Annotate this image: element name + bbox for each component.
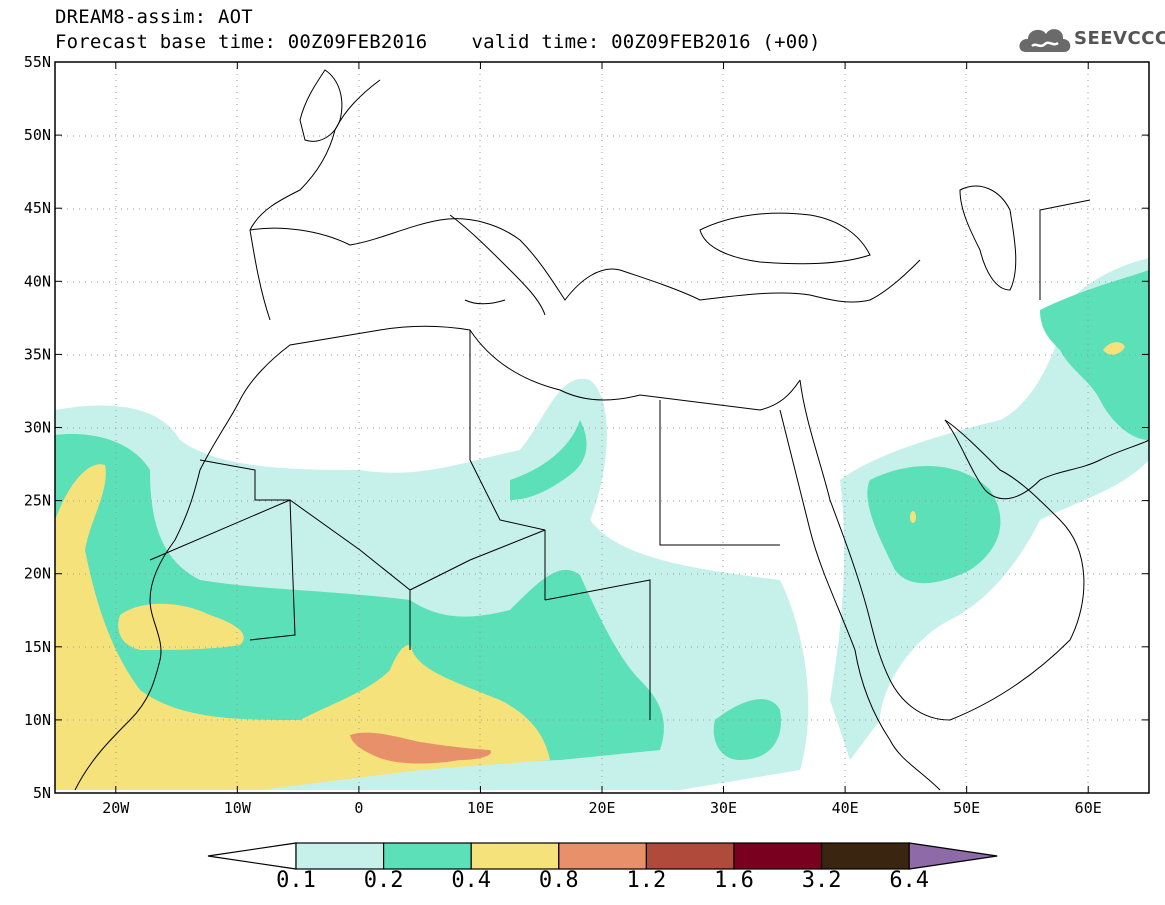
latitude-ticks: 55N 50N 45N 40N 35N 30N 25N 20N 15N 10N 5N — [24, 53, 1149, 802]
chart-title: DREAM8-assim: AOT — [55, 6, 253, 28]
lat-tick-label: 20N — [24, 565, 51, 583]
graticule — [55, 62, 1149, 793]
colorbar-swatch — [558, 842, 647, 870]
logo-text: SEEVCCC — [1074, 28, 1165, 49]
colorbar-level-label: 1.2 — [626, 868, 667, 893]
colorbar-max-arrow — [908, 842, 998, 870]
lat-tick-label: 40N — [24, 272, 51, 290]
lon-tick-label: 20W — [102, 799, 130, 817]
lat-tick-label: 10N — [24, 711, 51, 729]
colorbar-level-label: 0.8 — [538, 868, 579, 893]
valid-time: valid time: 00Z09FEB2016 (+00) — [471, 31, 821, 53]
base-time: Forecast base time: 00Z09FEB2016 — [55, 31, 428, 53]
seevccc-logo: SEEVCCC — [1018, 22, 1165, 58]
lat-tick-label: 5N — [33, 784, 51, 802]
lat-tick-label: 35N — [24, 345, 51, 363]
colorbar-level-label: 0.1 — [276, 868, 316, 893]
lat-tick-label: 45N — [24, 199, 51, 217]
colorbar-swatch — [295, 842, 385, 870]
lat-tick-label: 25N — [24, 492, 51, 510]
lon-tick-label: 10W — [224, 799, 252, 817]
lon-tick-label: 20E — [588, 799, 615, 817]
lon-tick-label: 30E — [710, 799, 737, 817]
cloud-icon — [1019, 29, 1071, 52]
lat-tick-label: 50N — [24, 126, 51, 144]
colorbar-swatch — [733, 842, 823, 870]
lon-tick-label: 10E — [467, 799, 494, 817]
colorbar-level-label: 0.2 — [363, 868, 404, 893]
lon-tick-label: 60E — [1075, 799, 1102, 817]
colorbar-level-label: 1.6 — [714, 868, 754, 893]
colorbar — [207, 842, 998, 870]
lat-tick-label: 15N — [24, 638, 51, 656]
lon-tick-label: 0 — [354, 799, 363, 817]
lat-tick-label: 55N — [24, 53, 51, 71]
lat-tick-label: 30N — [24, 419, 51, 437]
coastlines — [74, 69, 1149, 791]
colorbar-swatch — [470, 842, 560, 870]
colorbar-min-arrow — [207, 842, 297, 870]
lon-tick-label: 40E — [832, 799, 859, 817]
colorbar-swatch — [645, 842, 735, 870]
colorbar-swatch — [383, 842, 472, 870]
colorbar-level-label: 0.4 — [451, 868, 492, 893]
time-info: Forecast base time: 00Z09FEB2016 valid ti… — [55, 31, 821, 53]
colorbar-level-label: 3.2 — [801, 868, 842, 893]
colorbar-level-label: 6.4 — [889, 868, 930, 893]
colorbar-swatch — [820, 842, 910, 870]
aot-level-0.8 — [350, 732, 491, 764]
longitude-ticks: 20W 10W 0 10E 20E 30E 40E 50E 60E — [102, 62, 1102, 817]
lon-tick-label: 50E — [953, 799, 980, 817]
aot-level-0.4 — [55, 342, 1125, 790]
